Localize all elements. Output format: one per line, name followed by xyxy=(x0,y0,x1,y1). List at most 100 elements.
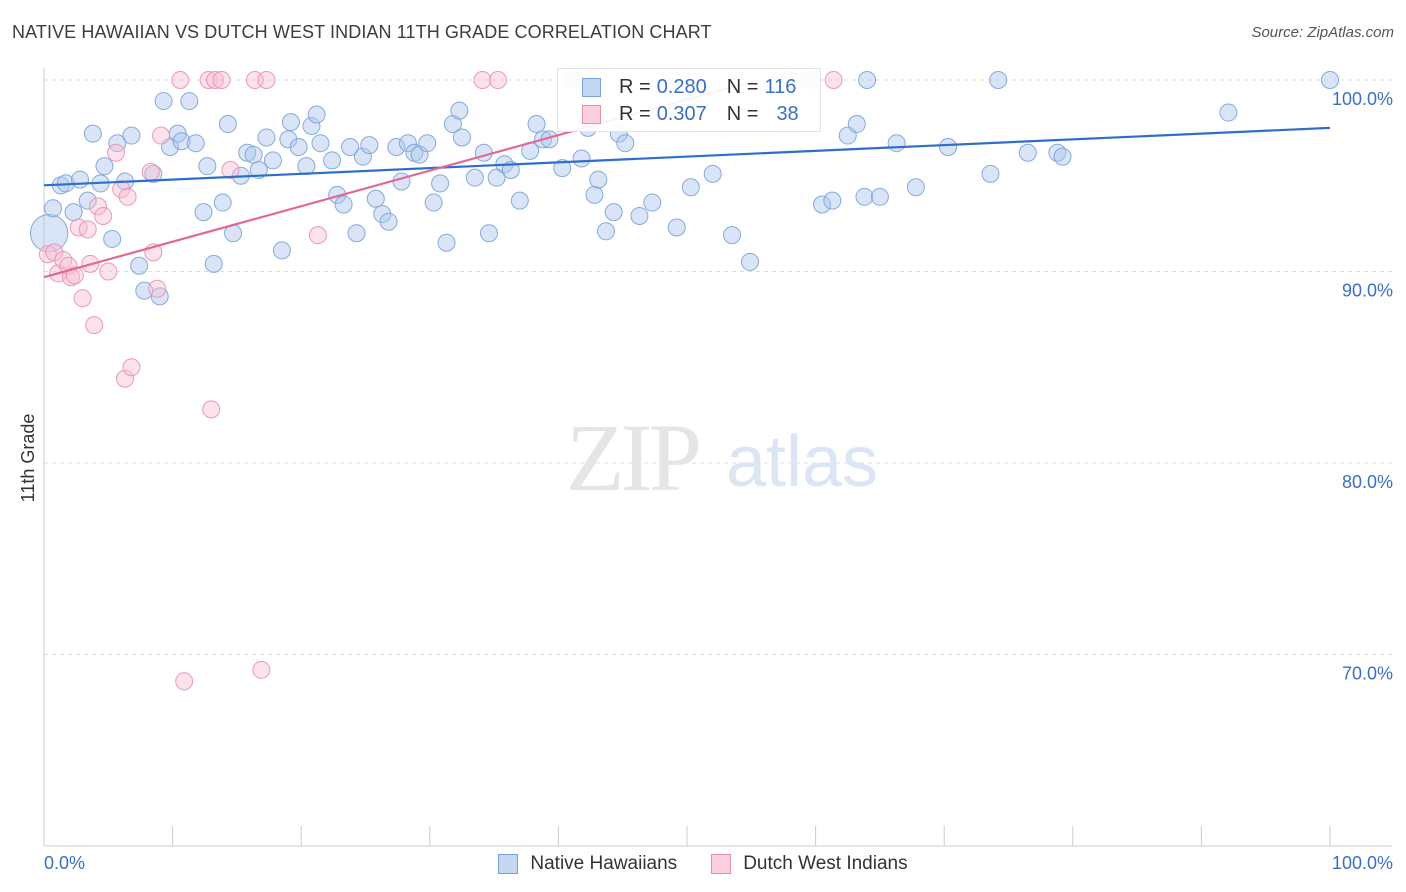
dutch-west-indian-point xyxy=(89,197,108,216)
dutch-west-indian-point xyxy=(221,161,240,180)
source-label: Source: ZipAtlas.com xyxy=(1251,24,1394,41)
native-hawaiian-point xyxy=(1219,103,1238,122)
native-hawaiian-point xyxy=(297,157,316,176)
native-hawaiian-point xyxy=(323,151,342,170)
native-hawaiian-point xyxy=(596,222,615,241)
native-hawaiian-point xyxy=(465,168,484,187)
native-hawaiian-point xyxy=(479,224,498,243)
n-value: 38 xyxy=(776,102,799,125)
native-hawaiians-trend-line xyxy=(43,126,1331,187)
dutch-west-indian-point xyxy=(488,71,507,89)
native-hawaiian-point xyxy=(424,193,443,212)
dutch-west-indian-point xyxy=(252,660,271,679)
native-hawaiians-points xyxy=(29,71,1339,306)
native-hawaiian-point xyxy=(244,145,263,164)
legend-item-native-hawaiians[interactable]: Native Hawaiians xyxy=(498,853,677,875)
native-hawaiian-point xyxy=(341,138,360,157)
native-hawaiian-point xyxy=(487,168,506,187)
native-hawaiian-point xyxy=(981,164,1000,183)
dutch-west-indian-point xyxy=(54,251,73,270)
native-hawaiian-point xyxy=(279,130,298,149)
dutch-west-indian-point xyxy=(45,243,64,262)
correlation-legend: R = 0.280 N = 116 R = 0.307 N = 38 xyxy=(557,68,821,132)
native-hawaiian-point xyxy=(218,115,237,134)
native-hawaiian-point xyxy=(398,134,417,153)
y-axis-title: 11th Grade xyxy=(18,414,38,503)
n-label: N = xyxy=(726,102,759,125)
native-hawaiian-point xyxy=(272,241,291,260)
native-hawaiian-point xyxy=(64,203,83,222)
r-label: R = xyxy=(619,75,651,98)
chart-title: NATIVE HAWAIIAN VS DUTCH WEST INDIAN 11T… xyxy=(12,22,712,42)
dutch-west-indian-point xyxy=(107,143,126,162)
native-hawaiian-point xyxy=(360,136,379,155)
native-hawaiian-point xyxy=(186,134,205,153)
n-label: N = xyxy=(726,75,759,98)
dutch-west-indian-point xyxy=(122,358,141,377)
native-hawaiian-point xyxy=(78,191,97,210)
dutch-west-indian-point xyxy=(99,262,118,281)
native-hawaiian-point xyxy=(887,134,906,153)
native-hawaiian-point xyxy=(418,134,437,153)
dutch-west-indian-point xyxy=(78,220,97,239)
dutch-west-indian-point xyxy=(257,71,276,89)
legend-row-dutch-west-indians: R = 0.307 N = 38 xyxy=(582,100,799,128)
native-hawaiian-point xyxy=(870,187,889,206)
r-value: 0.307 xyxy=(656,102,707,125)
native-hawaiian-point xyxy=(122,126,141,145)
legend-swatch-blue xyxy=(498,854,519,874)
native-hawaiian-point xyxy=(431,174,450,193)
native-hawaiian-point xyxy=(643,193,662,212)
y-tick-label: 70.0% xyxy=(1342,664,1393,684)
dutch-west-indian-point xyxy=(202,400,221,419)
legend-swatch-pink xyxy=(711,854,732,874)
legend-item-dutch-west-indians[interactable]: Dutch West Indians xyxy=(711,853,908,875)
axes xyxy=(43,68,1392,847)
native-hawaiian-point xyxy=(906,178,925,197)
native-hawaiian-point xyxy=(527,115,546,134)
native-hawaiian-point xyxy=(311,134,330,153)
legend-label: Native Hawaiians xyxy=(530,853,678,874)
dutch-west-indian-point xyxy=(73,289,92,308)
native-hawaiian-point xyxy=(387,138,406,157)
dutch-west-indian-point xyxy=(94,206,113,225)
native-hawaiian-point xyxy=(103,229,122,248)
dutch-west-indian-point xyxy=(65,266,84,285)
dutch-west-indian-point xyxy=(152,126,171,145)
dutch-west-indian-point xyxy=(473,71,492,89)
native-hawaiian-point xyxy=(1053,147,1072,166)
native-hawaiian-point xyxy=(510,191,529,210)
native-hawaiian-point xyxy=(437,233,456,252)
native-hawaiian-point xyxy=(130,256,149,275)
native-hawaiian-point xyxy=(213,193,232,212)
native-hawaiian-point xyxy=(939,138,958,157)
native-hawaiian-point xyxy=(249,161,268,180)
native-hawaiian-point xyxy=(238,143,257,162)
native-hawaiian-point xyxy=(172,132,191,151)
native-hawaiian-point xyxy=(180,92,199,111)
watermark: ZIP atlas xyxy=(566,404,878,511)
native-hawaiian-point xyxy=(263,151,282,170)
native-hawaiian-point xyxy=(257,128,276,147)
native-hawaiian-point xyxy=(366,189,385,208)
tick-labels: 100.0% 90.0% 80.0% 70.0% 0.0% 100.0% xyxy=(44,89,1393,873)
native-hawaiian-point xyxy=(450,101,469,120)
native-hawaiian-point xyxy=(204,254,223,273)
legend-label: Dutch West Indians xyxy=(743,853,908,874)
native-hawaiian-point xyxy=(108,134,127,153)
watermark-atlas: atlas xyxy=(726,422,878,502)
dutch-west-indian-point xyxy=(85,316,104,335)
legend-swatch-blue xyxy=(582,77,601,97)
r-label: R = xyxy=(619,102,651,125)
series-legend: Native Hawaiians Dutch West Indians xyxy=(0,852,1406,876)
native-hawaiian-point xyxy=(452,128,471,147)
y-tick-label: 100.0% xyxy=(1332,89,1393,109)
dutch-west-indian-point xyxy=(175,672,194,691)
n-value: 116 xyxy=(764,75,797,98)
native-hawaiian-point xyxy=(589,170,608,189)
native-hawaiian-point xyxy=(630,206,649,225)
x-tick-label-min: 0.0% xyxy=(44,853,85,873)
native-hawaiian-point xyxy=(585,185,604,204)
native-hawaiian-point xyxy=(353,147,372,166)
